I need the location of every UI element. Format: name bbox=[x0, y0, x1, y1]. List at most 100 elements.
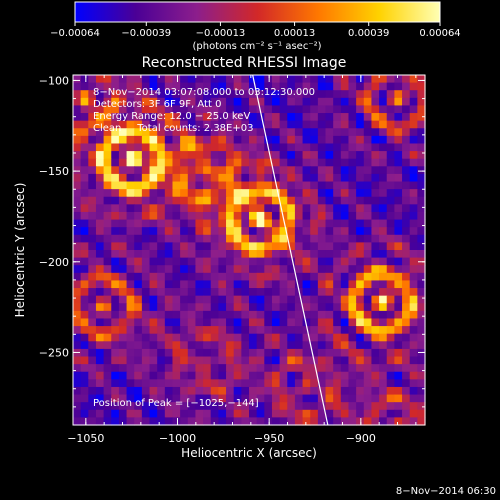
heatmap-cell bbox=[394, 356, 403, 365]
solar-limb-line bbox=[252, 74, 329, 426]
colorbar-unit-label: (photons cm⁻² s⁻¹ asec⁻²) bbox=[192, 41, 321, 52]
heatmap-cell bbox=[141, 97, 151, 107]
heatmap-cell bbox=[402, 120, 411, 129]
heatmap-cell bbox=[379, 158, 388, 167]
heatmap-cell bbox=[180, 113, 189, 122]
heatmap-cell bbox=[271, 288, 281, 297]
heatmap-cell bbox=[218, 219, 227, 228]
heatmap-cell bbox=[187, 265, 197, 274]
heatmap-cell bbox=[95, 242, 105, 251]
heatmap-cell bbox=[340, 105, 350, 114]
heatmap-cell bbox=[195, 227, 204, 236]
heatmap-cell bbox=[249, 90, 258, 99]
heatmap-cell bbox=[118, 417, 128, 426]
heatmap-cell bbox=[141, 265, 151, 274]
heatmap-cell bbox=[409, 90, 418, 99]
heatmap-cell bbox=[141, 196, 151, 205]
heatmap-cell bbox=[103, 417, 112, 426]
heatmap-cell bbox=[95, 333, 105, 342]
heatmap-cell bbox=[379, 288, 388, 297]
heatmap-cell bbox=[256, 295, 265, 304]
heatmap-cell bbox=[149, 234, 158, 243]
heatmap-cell bbox=[249, 151, 258, 160]
heatmap-cell bbox=[317, 113, 327, 122]
heatmap-cell bbox=[333, 303, 342, 312]
heatmap-cell bbox=[233, 379, 242, 388]
heatmap-cell bbox=[302, 394, 311, 403]
heatmap-cell bbox=[103, 409, 112, 418]
heatmap-cell bbox=[103, 82, 112, 91]
heatmap-cell bbox=[394, 326, 403, 335]
heatmap-cell bbox=[394, 211, 403, 221]
heatmap-cell bbox=[379, 310, 388, 320]
heatmap-cell bbox=[103, 257, 112, 266]
heatmap-cell bbox=[187, 341, 197, 350]
heatmap-cell bbox=[294, 379, 304, 388]
heatmap-cell bbox=[73, 303, 82, 312]
heatmap-cell bbox=[386, 97, 395, 107]
heatmap-cell bbox=[363, 265, 373, 274]
heatmap-cell bbox=[371, 356, 380, 365]
heatmap-cell bbox=[417, 409, 426, 418]
heatmap-cell bbox=[386, 326, 395, 335]
heatmap-cell bbox=[379, 265, 388, 274]
heatmap-cell bbox=[302, 326, 311, 335]
heatmap-cell bbox=[256, 135, 265, 145]
heatmap-cell bbox=[256, 82, 265, 91]
heatmap-cell bbox=[73, 379, 82, 388]
heatmap-cell bbox=[287, 90, 296, 99]
heatmap-cell bbox=[256, 371, 265, 380]
heatmap-cell bbox=[118, 348, 128, 358]
heatmap-cell bbox=[264, 272, 273, 282]
heatmap-cell bbox=[172, 333, 181, 342]
heatmap-cell bbox=[111, 227, 120, 236]
heatmap-cell bbox=[379, 417, 388, 426]
heatmap-cell bbox=[180, 333, 189, 342]
heatmap-cell bbox=[417, 394, 426, 403]
heatmap-cell bbox=[226, 371, 235, 380]
heatmap-cell bbox=[218, 257, 227, 266]
heatmap-cell bbox=[203, 386, 212, 396]
heatmap-cell bbox=[310, 295, 319, 304]
heatmap-cell bbox=[340, 409, 350, 418]
heatmap-cell bbox=[379, 173, 388, 183]
heatmap-cell bbox=[187, 379, 197, 388]
heatmap-cell bbox=[294, 211, 304, 221]
heatmap-cell bbox=[80, 341, 89, 350]
heatmap-cell bbox=[409, 82, 418, 91]
heatmap-cell bbox=[210, 417, 219, 426]
heatmap-cell bbox=[141, 242, 151, 251]
heatmap-cell bbox=[310, 143, 319, 152]
heatmap-cell bbox=[379, 371, 388, 380]
heatmap-cell bbox=[264, 204, 273, 213]
heatmap-cell bbox=[356, 143, 365, 152]
heatmap-cell bbox=[363, 402, 373, 411]
heatmap-cell bbox=[233, 333, 242, 342]
heatmap-cell bbox=[264, 166, 273, 175]
heatmap-cell bbox=[218, 90, 227, 99]
heatmap-cell bbox=[279, 417, 288, 426]
heatmap-cell bbox=[180, 386, 189, 396]
heatmap-cell bbox=[363, 120, 373, 129]
heatmap-cell bbox=[333, 295, 342, 304]
heatmap-cell bbox=[203, 181, 212, 190]
heatmap-cell bbox=[80, 272, 89, 282]
heatmap-cell bbox=[126, 97, 135, 107]
heatmap-cell bbox=[203, 417, 212, 426]
heatmap-cell bbox=[317, 158, 327, 167]
heatmap-cell bbox=[356, 196, 365, 205]
heatmap-cell bbox=[241, 364, 250, 373]
heatmap-cell bbox=[180, 295, 189, 304]
heatmap-cell bbox=[356, 356, 365, 365]
heatmap-cell bbox=[172, 257, 181, 266]
heatmap-cell bbox=[134, 97, 143, 107]
heatmap-cell bbox=[356, 303, 365, 312]
heatmap-cell bbox=[264, 303, 273, 312]
heatmap-cell bbox=[371, 189, 380, 198]
heatmap-cell bbox=[294, 402, 304, 411]
heatmap-cell bbox=[88, 97, 97, 107]
heatmap-cell bbox=[386, 295, 395, 304]
heatmap-cell bbox=[157, 204, 166, 213]
heatmap-cell bbox=[233, 265, 242, 274]
heatmap-cell bbox=[348, 219, 357, 228]
